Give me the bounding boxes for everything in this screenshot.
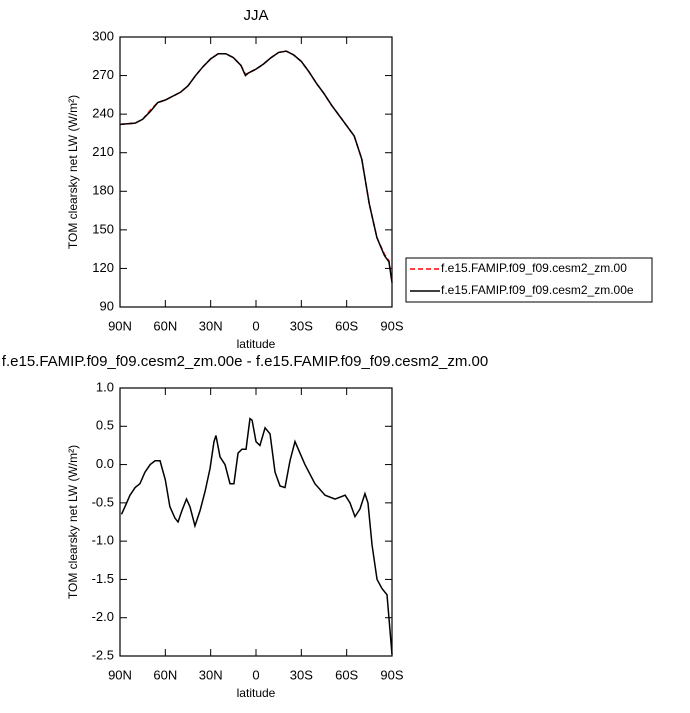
x-tick-label: 90N: [108, 667, 132, 682]
x-tick-label: 60N: [153, 667, 177, 682]
chart-title: JJA: [243, 7, 268, 24]
x-tick-label: 30S: [290, 667, 313, 682]
legend-box: [405, 257, 653, 303]
x-tick-label: 30N: [199, 667, 223, 682]
x-tick-label: 0: [252, 667, 259, 682]
y-tick-label: -2.0: [92, 609, 114, 624]
y-tick-label: 120: [92, 260, 114, 275]
x-tick-label: 60N: [153, 318, 177, 333]
y-tick-label: 300: [92, 28, 114, 43]
x-tick-label: 90S: [380, 667, 403, 682]
plot-frame: [119, 387, 393, 657]
y-tick-label: 1.0: [96, 379, 114, 394]
data-line: [120, 417, 393, 655]
x-tick-label: 0: [252, 318, 259, 333]
y-tick-label: 0.0: [96, 456, 114, 471]
y-axis-label: TOM clearsky net LW (W/m²): [66, 445, 80, 599]
x-tick-label: 30S: [290, 318, 313, 333]
y-axis-label: TOM clearsky net LW (W/m²): [66, 95, 80, 249]
y-tick-label: 150: [92, 221, 114, 236]
data-line: [119, 50, 393, 283]
x-tick-label: 90N: [108, 318, 132, 333]
y-tick-label: 90: [100, 298, 114, 313]
x-tick-label: 30N: [199, 318, 223, 333]
data-line: [119, 50, 393, 283]
x-tick-label: 90S: [380, 318, 403, 333]
x-tick-label: 60S: [335, 667, 358, 682]
y-tick-label: 210: [92, 144, 114, 159]
y-tick-label: 270: [92, 67, 114, 82]
plot-frame: [119, 36, 393, 308]
y-tick-label: 240: [92, 106, 114, 121]
chart-title: f.e15.FAMIP.f09_f09.cesm2_zm.00e - f.e15…: [2, 353, 488, 370]
y-tick-label: -2.5: [92, 647, 114, 662]
y-tick-label: -0.5: [92, 494, 114, 509]
y-tick-label: 0.5: [96, 418, 114, 433]
legend-label: f.e15.FAMIP.f09_f09.cesm2_zm.00e: [441, 283, 634, 297]
x-axis-label: latitude: [237, 337, 276, 351]
legend-label: f.e15.FAMIP.f09_f09.cesm2_zm.00: [441, 261, 627, 275]
y-tick-label: -1.0: [92, 533, 114, 548]
y-tick-label: 180: [92, 183, 114, 198]
x-axis-label: latitude: [237, 686, 276, 700]
x-tick-label: 60S: [335, 318, 358, 333]
y-tick-label: -1.5: [92, 571, 114, 586]
